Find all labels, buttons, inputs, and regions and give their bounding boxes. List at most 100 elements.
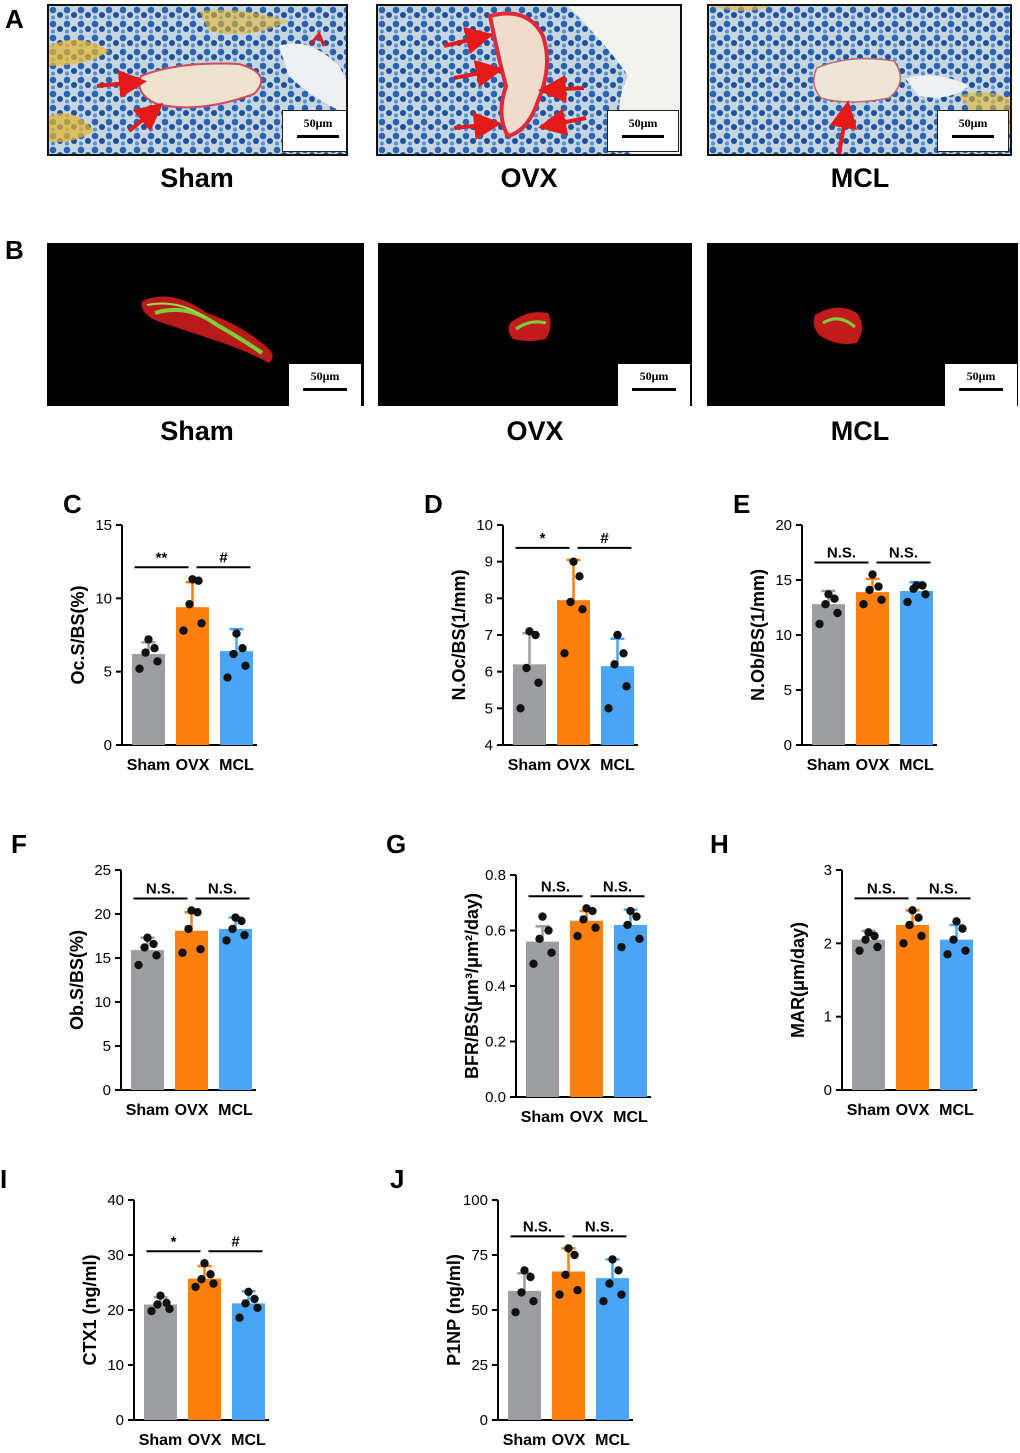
panel-letter-b: B xyxy=(5,235,24,265)
data-point xyxy=(555,1290,564,1299)
data-point xyxy=(635,934,644,944)
y-tick-label: 3 xyxy=(824,862,832,879)
bar-mcl xyxy=(900,591,933,745)
x-tick-label: MCL xyxy=(600,757,635,774)
data-point xyxy=(591,923,600,932)
data-point xyxy=(191,1282,200,1292)
data-point xyxy=(143,933,152,942)
y-axis-label: MAR(μm/day) xyxy=(788,922,808,1038)
data-point xyxy=(544,926,553,935)
x-tick-label: OVX xyxy=(175,1102,209,1119)
data-point xyxy=(560,649,569,658)
panel-letter: H xyxy=(710,829,729,859)
bar-sham xyxy=(131,950,164,1090)
data-point xyxy=(535,934,544,944)
significance-label: # xyxy=(219,549,228,566)
y-tick-label: 5 xyxy=(104,664,112,681)
data-point xyxy=(197,1275,206,1284)
data-point xyxy=(144,635,153,644)
data-point xyxy=(833,608,842,618)
y-tick-label: 50 xyxy=(471,1302,488,1319)
data-point xyxy=(579,915,588,924)
data-point xyxy=(228,924,237,934)
scale-bar-a-mcl: 50μm xyxy=(937,110,1009,152)
scale-line xyxy=(632,388,676,391)
x-tick-label: OVX xyxy=(176,757,210,774)
data-point xyxy=(617,1290,626,1299)
scale-line xyxy=(622,135,664,138)
data-point xyxy=(188,575,197,584)
data-point xyxy=(525,627,534,636)
data-point xyxy=(859,600,868,609)
data-point xyxy=(156,1291,165,1300)
data-point xyxy=(150,644,159,653)
micrograph-b-sham: 50μm xyxy=(47,243,364,406)
chart-e: E 0 5 10 15 20 N.Ob/BS(1/mm) Sham OVX MCL N.S. N.S. xyxy=(733,489,937,774)
y-axis-label: BFR/BS(μm³/μm²/day) xyxy=(462,893,482,1079)
y-tick-label: 10 xyxy=(95,590,112,607)
bar-mcl xyxy=(940,939,973,1090)
data-point xyxy=(529,1297,538,1306)
data-point xyxy=(575,572,584,581)
y-tick-label: 6 xyxy=(485,664,493,681)
data-point xyxy=(238,644,247,653)
panel-letter: C xyxy=(63,489,82,519)
significance-label: N.S. xyxy=(541,878,570,895)
label-a-mcl: MCL xyxy=(830,163,890,193)
chart-i: I 0 10 20 30 40 CTX1 (ng/ml) Sham OVX MCL * # xyxy=(0,1164,269,1449)
y-tick-label: 0 xyxy=(103,1082,111,1099)
x-tick-label: OVX xyxy=(570,1109,604,1126)
significance-label: # xyxy=(231,1233,240,1250)
y-tick-label: 75 xyxy=(471,1247,488,1264)
x-tick-label: OVX xyxy=(557,757,591,774)
fluorescence-image xyxy=(141,296,273,363)
micrograph-b-mcl: 50μm xyxy=(707,243,1018,406)
bar-mcl xyxy=(232,1303,265,1420)
significance-label: N.S. xyxy=(523,1218,552,1235)
data-point xyxy=(520,1266,529,1275)
data-point xyxy=(958,924,967,933)
data-point xyxy=(141,648,150,657)
significance-label: N.S. xyxy=(889,545,918,562)
y-tick-label: 2 xyxy=(824,935,832,952)
data-point xyxy=(511,1308,520,1317)
data-point xyxy=(534,678,543,687)
data-point xyxy=(614,1266,623,1275)
bar-sham xyxy=(852,939,885,1090)
trap-stain-image xyxy=(49,6,346,154)
significance-label: N.S. xyxy=(208,880,237,897)
data-point xyxy=(619,649,628,658)
x-tick-label: Sham xyxy=(807,757,851,774)
x-tick-label: OVX xyxy=(856,757,890,774)
data-point xyxy=(582,904,591,913)
x-tick-label: Sham xyxy=(508,757,552,774)
y-tick-label: 15 xyxy=(95,517,112,534)
bar-ovx xyxy=(188,1278,221,1420)
data-point xyxy=(222,936,231,945)
data-point xyxy=(196,945,205,954)
fluorescence-image xyxy=(508,312,551,341)
bar-sham xyxy=(526,941,559,1097)
data-point xyxy=(140,943,149,952)
x-tick-label: MCL xyxy=(218,1102,253,1119)
data-point xyxy=(905,920,914,930)
data-point xyxy=(617,942,626,952)
chart-d: D 4 5 6 7 8 9 10 N.Oc/BS(1/mm) Sham OVX MCL * # xyxy=(424,489,638,774)
x-tick-label: OVX xyxy=(552,1432,586,1449)
scale-bar-b-mcl: 50μm xyxy=(945,364,1017,406)
data-point xyxy=(517,1288,526,1297)
data-point xyxy=(952,917,961,926)
y-tick-label: 40 xyxy=(107,1192,124,1209)
y-tick-label: 20 xyxy=(94,906,111,923)
x-tick-label: OVX xyxy=(188,1432,222,1449)
bar-mcl xyxy=(614,924,647,1097)
data-point xyxy=(622,682,631,691)
panel-letter: J xyxy=(390,1164,404,1194)
data-point xyxy=(179,626,188,635)
micrograph-a-ovx: 50μm xyxy=(376,4,682,156)
data-point xyxy=(531,630,540,640)
bar-ovx xyxy=(570,920,603,1097)
micrograph-a-mcl: 50μm xyxy=(707,4,1012,156)
data-point xyxy=(824,590,833,599)
chart-h: H 0 1 2 3 MAR(μm/day) Sham OVX MCL N.S. N.S. xyxy=(710,829,977,1119)
